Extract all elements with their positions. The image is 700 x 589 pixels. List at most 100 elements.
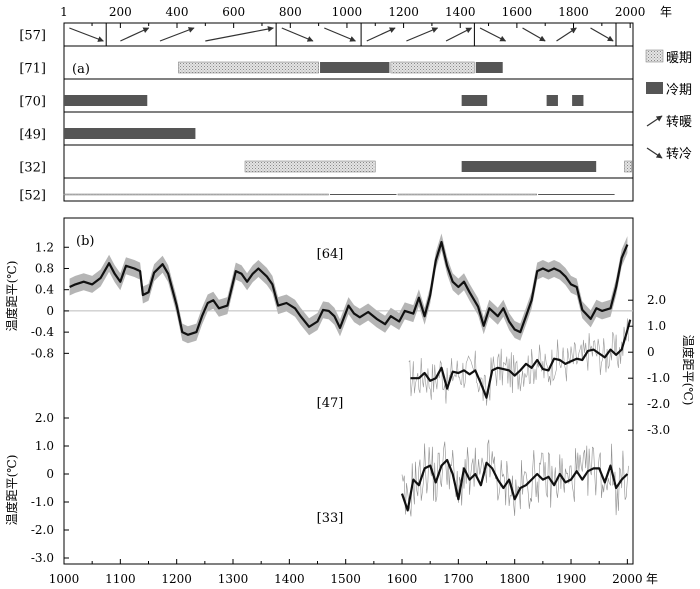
- warm-period-bar: [63, 193, 329, 196]
- panel-a-top-tick-label: 800: [279, 5, 302, 19]
- warming-arrow: [445, 27, 473, 42]
- panel-a-top-tick-label: 1200: [388, 5, 419, 19]
- panel-a-year-unit: 年: [660, 5, 672, 19]
- panel-a-label: (a): [72, 62, 90, 77]
- panel-b-x-tick-label: 1800: [499, 572, 530, 586]
- panel-b-frame: [63, 217, 634, 565]
- series-64-y-tick-label: 1.2: [35, 240, 54, 254]
- cold-period-bar: [320, 62, 390, 73]
- row-label-32: [32]: [19, 161, 46, 176]
- series-47-y-tick-label: -3.0: [647, 423, 670, 437]
- row-label-57: [57]: [19, 29, 46, 44]
- panel-b-year-unit: 年: [646, 572, 658, 586]
- panel-b-x-tick-label: 1700: [443, 572, 474, 586]
- series-33-y-axis-title: 温度距平(℃): [4, 455, 19, 526]
- warming-arrow: [120, 27, 150, 42]
- cold-period-bar: [461, 161, 597, 172]
- cooling-arrow: [69, 27, 104, 42]
- series-47-y-tick-label: 1.0: [647, 319, 666, 333]
- cooling-arrow: [479, 27, 507, 42]
- panel-b-x-tick-label: 1600: [387, 572, 418, 586]
- panel-a-top-tick-label: 1: [60, 5, 68, 19]
- series-64-line: [69, 240, 629, 336]
- series-33-label: [33]: [317, 511, 344, 526]
- series-33-y-tick-label: -1.0: [31, 495, 54, 509]
- panel-b-label: (b): [76, 234, 94, 249]
- series-64-uncertainty-band: [69, 233, 628, 344]
- cooling-arrow: [324, 27, 356, 42]
- series-47-y-tick-label: 2.0: [647, 293, 666, 307]
- series-64-y-tick-label: -0.4: [31, 325, 55, 339]
- row-label-71: [71]: [19, 62, 46, 77]
- legend-cold-swatch: [646, 82, 663, 94]
- series-33-y-tick-label: -3.0: [31, 551, 54, 565]
- series-64-y-axis-title: 温度距平(℃): [4, 261, 19, 332]
- warming-arrow: [159, 27, 195, 42]
- legend-label-warm: 暖期: [666, 51, 692, 66]
- warm-period-bar: [390, 61, 475, 74]
- warm-period-bar: [178, 61, 319, 74]
- cold-period-bar: [572, 95, 584, 106]
- cold-period-bar: [64, 95, 148, 106]
- series-33-annual-trace: [401, 439, 629, 517]
- cooling-arrow: [522, 27, 546, 42]
- cooling-arrow: [590, 27, 614, 42]
- panel-a-top-tick-label: 2000: [615, 5, 646, 19]
- series-64-y-tick-label: 0.4: [35, 283, 54, 297]
- series-64-y-tick-label: 0.8: [35, 261, 54, 275]
- series-64-label: [64]: [317, 247, 344, 262]
- panel-a-top-tick-label: 400: [166, 5, 189, 19]
- series-64-y-tick-label: -0.8: [31, 346, 54, 360]
- cold-period-bar: [64, 128, 196, 139]
- row-label-70: [70]: [19, 95, 46, 110]
- warming-arrow: [556, 27, 577, 42]
- series-47-y-axis-title: 温度距平(℃): [681, 335, 696, 406]
- legend-warming-arrow: [646, 115, 663, 127]
- series-47-y-tick-label: 0: [647, 345, 655, 359]
- panel-b-x-tick-label: 1300: [218, 572, 249, 586]
- row-label-52: [52]: [19, 189, 46, 204]
- panel-b: 1000 1100 1200 1300 1400 1500 1600 1700 1800 1900…: [4, 217, 696, 586]
- warming-arrow: [205, 26, 274, 42]
- panel-a-top-tick-label: 1800: [558, 5, 589, 19]
- row-label-49: [49]: [19, 128, 46, 143]
- series-64-y-tick-label: 0: [46, 304, 54, 318]
- cold-period-bar: [461, 95, 488, 106]
- panel-b-x-tick-label: 1500: [330, 572, 361, 586]
- series-47-annual-trace: [408, 318, 629, 406]
- warm-period-bar: [397, 193, 537, 196]
- warm-period-bar: [244, 160, 376, 173]
- legend-label-cooling: 转冷: [666, 147, 692, 162]
- cooling-arrow: [281, 27, 314, 42]
- panel-a: 1 200 400 600 800 1000 1200 1400 1600 1800 2000 年(a…: [19, 5, 672, 204]
- legend-cooling-arrow: [646, 147, 663, 159]
- series-47-y-tick-label: -2.0: [647, 397, 670, 411]
- legend-label-cold: 冷期: [666, 83, 692, 98]
- series-47-label: [47]: [317, 396, 344, 411]
- panel-b-x-tick-label: 1000: [49, 572, 80, 586]
- panel-b-x-tick-label: 1200: [161, 572, 192, 586]
- series-33-y-tick-label: 2.0: [35, 411, 54, 425]
- series-33-y-tick-label: 1.0: [35, 439, 54, 453]
- warm-period-bar: [624, 160, 632, 173]
- legend-warm-swatch: [645, 49, 664, 63]
- cold-period-bar: [475, 62, 503, 73]
- series-47-y-tick-label: -1.0: [647, 371, 670, 385]
- panel-a-top-tick-label: 1400: [445, 5, 476, 19]
- cold-period-bar: [546, 95, 558, 106]
- panel-b-x-tick-label: 1100: [105, 572, 136, 586]
- panel-a-top-tick-label: 1000: [332, 5, 363, 19]
- cold-period-bar: [329, 194, 397, 195]
- panel-a-top-tick-label: 200: [109, 5, 132, 19]
- warming-arrow: [366, 27, 396, 42]
- panel-b-x-tick-label: 1900: [556, 572, 587, 586]
- panel-b-x-tick-label: 2000: [612, 572, 643, 586]
- series-47-line: [410, 319, 632, 399]
- legend-label-warming: 转暖: [666, 115, 692, 130]
- cold-period-bar: [538, 194, 615, 195]
- series-33-y-tick-label: -2.0: [31, 523, 54, 537]
- series-33-line: [400, 458, 629, 512]
- panel-a-top-tick-label: 600: [222, 5, 245, 19]
